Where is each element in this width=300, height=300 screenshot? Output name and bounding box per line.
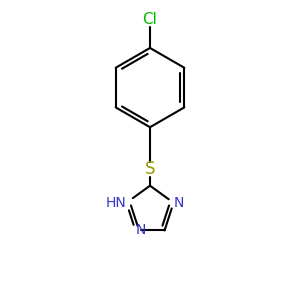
Text: HN: HN xyxy=(106,196,126,210)
Text: Cl: Cl xyxy=(142,12,158,27)
Text: N: N xyxy=(135,224,146,238)
Text: N: N xyxy=(174,196,184,210)
Text: S: S xyxy=(145,160,155,178)
